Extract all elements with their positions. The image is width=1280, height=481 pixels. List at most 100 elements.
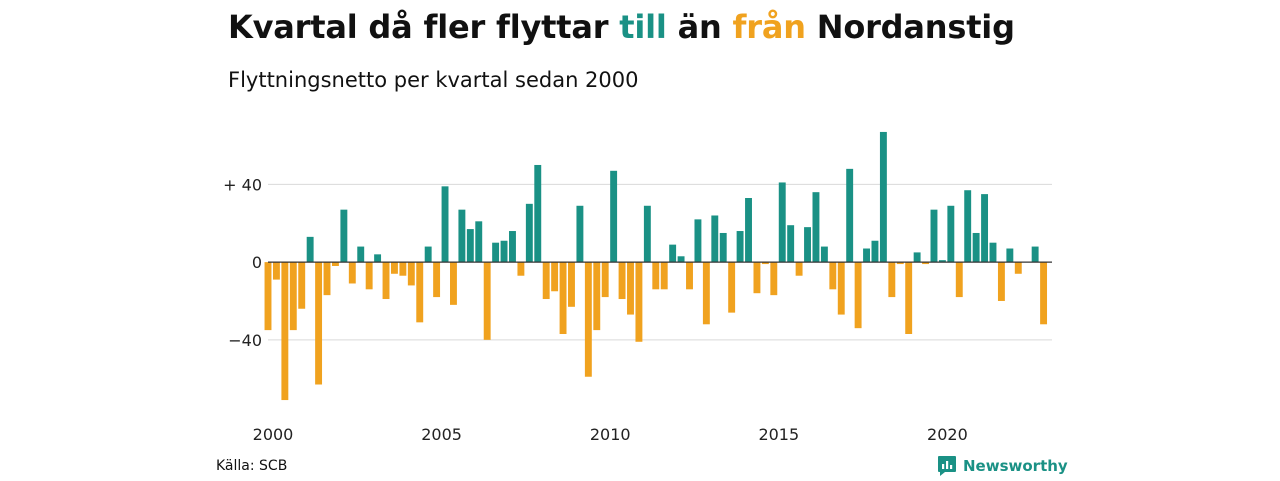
bar (340, 209, 348, 263)
title-highlight-fran: från (732, 8, 806, 46)
chart-subtitle: Flyttningsnetto per kvartal sedan 2000 (228, 68, 639, 92)
y-axis-labels: + 40 0 −40 (223, 175, 262, 349)
bar (981, 194, 989, 263)
bar (534, 164, 542, 263)
bar (913, 252, 921, 263)
bar (669, 244, 677, 263)
bar (837, 262, 845, 315)
bar (1006, 248, 1014, 263)
title-highlight-till: till (619, 8, 667, 46)
bar (272, 262, 280, 280)
bar (770, 262, 778, 296)
bar (458, 209, 466, 263)
bar (795, 262, 803, 276)
bar (1040, 262, 1048, 325)
bar (778, 182, 786, 263)
bar (635, 262, 643, 342)
bar (576, 205, 584, 263)
bar (820, 246, 828, 263)
bar (643, 205, 651, 263)
bar (955, 262, 963, 298)
bar (930, 209, 938, 263)
x-tick-label: 2005 (421, 425, 462, 444)
source-note: Källa: SCB (216, 458, 288, 474)
bar (652, 262, 660, 290)
y-tick-label: 0 (252, 253, 262, 272)
bar (846, 168, 854, 263)
bar (627, 262, 634, 315)
bar (374, 254, 382, 263)
bar (365, 262, 373, 290)
bar (559, 262, 567, 334)
title-part-3: än (666, 8, 733, 46)
bar (896, 262, 904, 265)
bar (812, 192, 820, 263)
bar (879, 131, 887, 263)
bar (298, 262, 306, 309)
y-tick-label: −40 (228, 331, 262, 350)
bar (483, 262, 491, 340)
bar (711, 215, 719, 263)
bar (441, 186, 449, 263)
bar (517, 262, 525, 276)
bar (568, 262, 575, 307)
bar (264, 262, 272, 331)
bar (382, 262, 390, 300)
bar (593, 262, 601, 331)
bar (686, 262, 693, 290)
bar (871, 240, 879, 263)
chart-title: Kvartal då fler flyttar till än från Nor… (228, 8, 1015, 46)
y-tick-label: + 40 (223, 175, 262, 194)
bar (989, 242, 997, 263)
bar (331, 262, 339, 266)
title-part-1: Kvartal då fler flyttar (228, 8, 620, 46)
bar (281, 262, 289, 401)
bar (584, 262, 592, 377)
bar (289, 262, 297, 331)
bar (728, 262, 736, 313)
bar (618, 262, 626, 300)
bar (407, 262, 415, 286)
bar (947, 205, 955, 263)
bars (264, 131, 1048, 401)
bar (610, 170, 618, 263)
bar (922, 262, 930, 265)
gridlines (268, 183, 1052, 341)
x-tick-label: 2000 (253, 425, 294, 444)
bar (787, 225, 795, 263)
title-part-5: Nordanstig (805, 8, 1015, 46)
bar (745, 198, 752, 263)
bar (542, 262, 550, 300)
bar (829, 262, 837, 290)
bar (450, 262, 457, 305)
bar (804, 227, 811, 263)
bar (500, 240, 508, 263)
x-tick-label: 2020 (927, 425, 968, 444)
bar (466, 229, 474, 263)
bar (938, 260, 946, 263)
bar (315, 262, 323, 385)
brand[interactable]: Newsworthy (937, 455, 1068, 477)
bar (761, 262, 769, 265)
bar (660, 262, 668, 290)
bar (525, 203, 533, 263)
bar (719, 232, 727, 263)
bar (357, 246, 365, 263)
bar (433, 262, 441, 298)
brand-name: Newsworthy (963, 457, 1068, 475)
x-tick-label: 2015 (758, 425, 799, 444)
bar (1031, 246, 1039, 263)
bar (424, 246, 432, 263)
bar (736, 231, 744, 263)
bar (677, 256, 685, 263)
bar (390, 262, 398, 274)
bar (888, 262, 896, 298)
bar (348, 262, 356, 284)
bar-chart-logo-icon (937, 455, 957, 477)
bar-chart: + 40 0 −40 2000 2005 2010 2015 2020 (223, 131, 1052, 444)
bar (1014, 262, 1022, 274)
bar (863, 248, 870, 263)
bar (964, 190, 972, 263)
bar (492, 242, 500, 263)
bar (323, 262, 331, 296)
